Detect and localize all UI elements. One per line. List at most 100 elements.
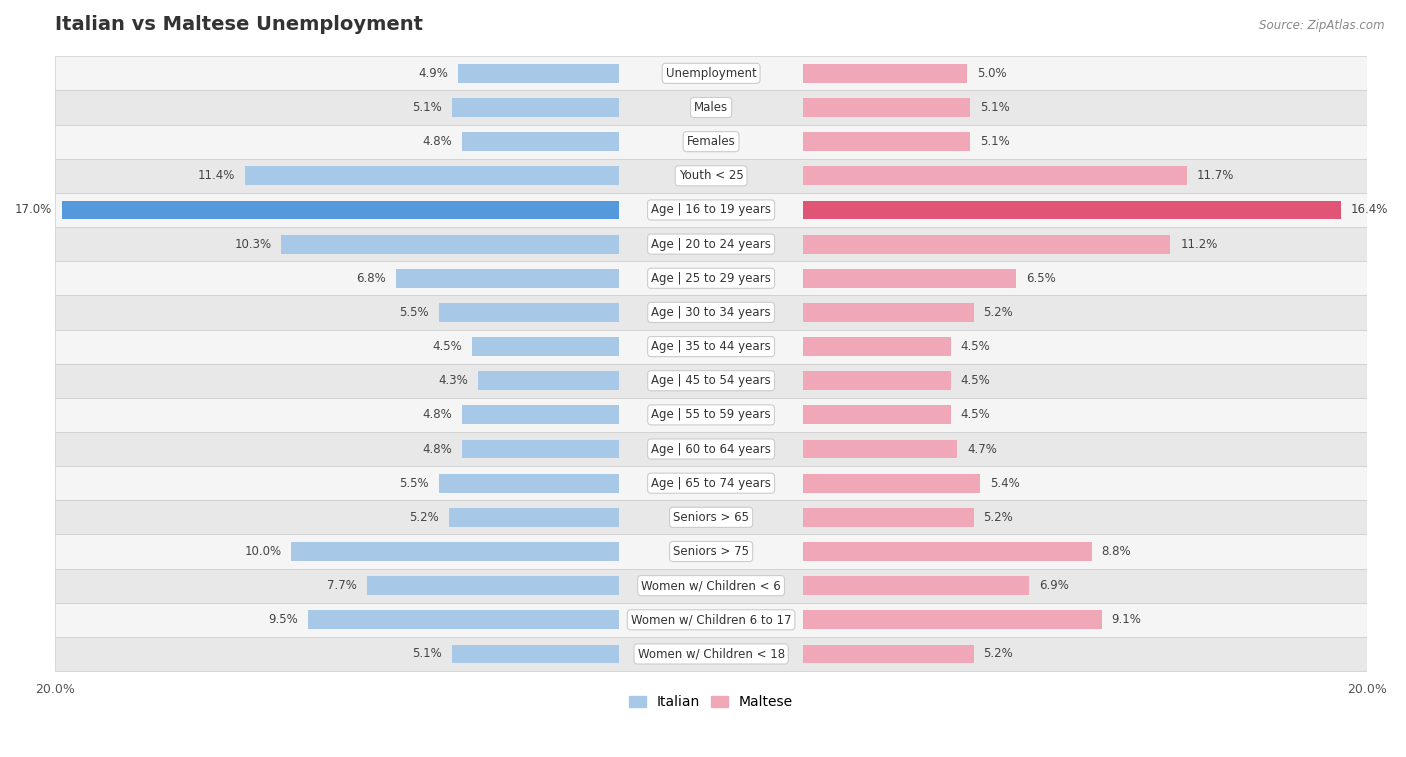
- FancyBboxPatch shape: [55, 90, 1367, 125]
- Text: Women w/ Children 6 to 17: Women w/ Children 6 to 17: [631, 613, 792, 626]
- Bar: [803, 303, 973, 322]
- Text: 5.5%: 5.5%: [399, 477, 429, 490]
- Bar: [308, 610, 619, 629]
- Text: 4.8%: 4.8%: [422, 136, 451, 148]
- Text: 6.5%: 6.5%: [1026, 272, 1056, 285]
- Bar: [803, 474, 980, 493]
- Text: 7.7%: 7.7%: [328, 579, 357, 592]
- Text: 17.0%: 17.0%: [14, 204, 52, 217]
- Text: Males: Males: [695, 101, 728, 114]
- Text: 4.5%: 4.5%: [432, 340, 461, 353]
- Text: Age | 16 to 19 years: Age | 16 to 19 years: [651, 204, 770, 217]
- Bar: [803, 132, 970, 151]
- Bar: [396, 269, 619, 288]
- Bar: [803, 235, 1170, 254]
- FancyBboxPatch shape: [55, 603, 1367, 637]
- FancyBboxPatch shape: [55, 500, 1367, 534]
- Bar: [461, 440, 619, 459]
- Bar: [803, 610, 1101, 629]
- Bar: [458, 64, 619, 83]
- Bar: [62, 201, 619, 220]
- Text: Youth < 25: Youth < 25: [679, 170, 744, 182]
- Text: Age | 30 to 34 years: Age | 30 to 34 years: [651, 306, 770, 319]
- Text: Age | 45 to 54 years: Age | 45 to 54 years: [651, 374, 770, 388]
- Text: Source: ZipAtlas.com: Source: ZipAtlas.com: [1260, 19, 1385, 32]
- FancyBboxPatch shape: [55, 569, 1367, 603]
- Text: 4.8%: 4.8%: [422, 443, 451, 456]
- Text: 5.4%: 5.4%: [990, 477, 1019, 490]
- Bar: [451, 644, 619, 663]
- Text: Age | 60 to 64 years: Age | 60 to 64 years: [651, 443, 770, 456]
- Text: 4.5%: 4.5%: [960, 374, 990, 388]
- FancyBboxPatch shape: [55, 329, 1367, 363]
- Text: 5.0%: 5.0%: [977, 67, 1007, 79]
- Bar: [803, 64, 967, 83]
- Text: 4.9%: 4.9%: [419, 67, 449, 79]
- FancyBboxPatch shape: [55, 466, 1367, 500]
- Text: 5.1%: 5.1%: [980, 136, 1010, 148]
- Bar: [803, 542, 1091, 561]
- Bar: [439, 303, 619, 322]
- Text: 5.2%: 5.2%: [983, 306, 1014, 319]
- Text: 5.1%: 5.1%: [980, 101, 1010, 114]
- Bar: [439, 474, 619, 493]
- FancyBboxPatch shape: [55, 432, 1367, 466]
- Text: Women w/ Children < 18: Women w/ Children < 18: [637, 647, 785, 660]
- Bar: [478, 372, 619, 390]
- Text: 11.2%: 11.2%: [1180, 238, 1218, 251]
- Text: Age | 65 to 74 years: Age | 65 to 74 years: [651, 477, 770, 490]
- Text: 6.9%: 6.9%: [1039, 579, 1069, 592]
- Text: 5.1%: 5.1%: [412, 647, 441, 660]
- Text: Unemployment: Unemployment: [665, 67, 756, 79]
- Text: 4.3%: 4.3%: [439, 374, 468, 388]
- Bar: [471, 337, 619, 356]
- Text: 4.8%: 4.8%: [422, 408, 451, 422]
- Text: 4.5%: 4.5%: [960, 340, 990, 353]
- Text: Seniors > 75: Seniors > 75: [673, 545, 749, 558]
- Text: Age | 55 to 59 years: Age | 55 to 59 years: [651, 408, 770, 422]
- Text: 6.8%: 6.8%: [357, 272, 387, 285]
- Bar: [291, 542, 619, 561]
- Text: 5.5%: 5.5%: [399, 306, 429, 319]
- FancyBboxPatch shape: [55, 363, 1367, 398]
- FancyBboxPatch shape: [55, 534, 1367, 569]
- Text: 9.5%: 9.5%: [269, 613, 298, 626]
- Bar: [461, 132, 619, 151]
- Text: Age | 20 to 24 years: Age | 20 to 24 years: [651, 238, 770, 251]
- Bar: [803, 508, 973, 527]
- Bar: [803, 337, 950, 356]
- Text: 11.7%: 11.7%: [1197, 170, 1234, 182]
- Text: Females: Females: [686, 136, 735, 148]
- Text: Age | 35 to 44 years: Age | 35 to 44 years: [651, 340, 770, 353]
- Text: 5.2%: 5.2%: [983, 647, 1014, 660]
- Bar: [803, 372, 950, 390]
- Text: Italian vs Maltese Unemployment: Italian vs Maltese Unemployment: [55, 15, 423, 34]
- Text: 4.7%: 4.7%: [967, 443, 997, 456]
- Bar: [449, 508, 619, 527]
- Text: 5.1%: 5.1%: [412, 101, 441, 114]
- Text: 5.2%: 5.2%: [409, 511, 439, 524]
- Bar: [803, 406, 950, 424]
- Text: Seniors > 65: Seniors > 65: [673, 511, 749, 524]
- FancyBboxPatch shape: [55, 398, 1367, 432]
- Bar: [367, 576, 619, 595]
- Text: 16.4%: 16.4%: [1351, 204, 1388, 217]
- Legend: Italian, Maltese: Italian, Maltese: [623, 690, 799, 715]
- Bar: [803, 269, 1017, 288]
- Bar: [803, 201, 1341, 220]
- Bar: [803, 644, 973, 663]
- Text: 10.0%: 10.0%: [245, 545, 281, 558]
- Bar: [245, 167, 619, 185]
- FancyBboxPatch shape: [55, 637, 1367, 671]
- FancyBboxPatch shape: [55, 56, 1367, 90]
- Text: 9.1%: 9.1%: [1111, 613, 1142, 626]
- Text: Age | 25 to 29 years: Age | 25 to 29 years: [651, 272, 770, 285]
- FancyBboxPatch shape: [55, 295, 1367, 329]
- Text: 10.3%: 10.3%: [235, 238, 271, 251]
- FancyBboxPatch shape: [55, 159, 1367, 193]
- Bar: [803, 167, 1187, 185]
- Bar: [803, 576, 1029, 595]
- FancyBboxPatch shape: [55, 261, 1367, 295]
- Bar: [803, 440, 957, 459]
- FancyBboxPatch shape: [55, 227, 1367, 261]
